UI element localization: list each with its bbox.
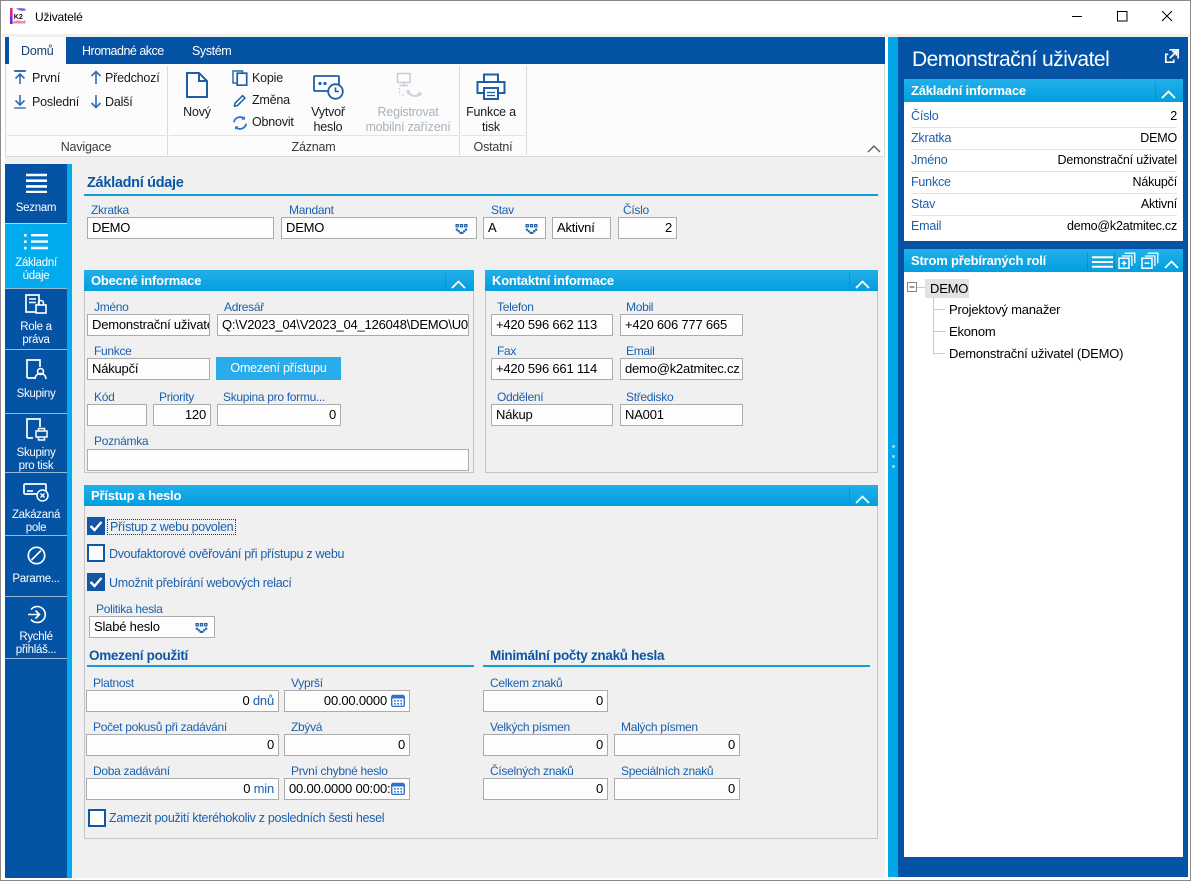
svg-text:K2: K2 <box>14 14 23 21</box>
